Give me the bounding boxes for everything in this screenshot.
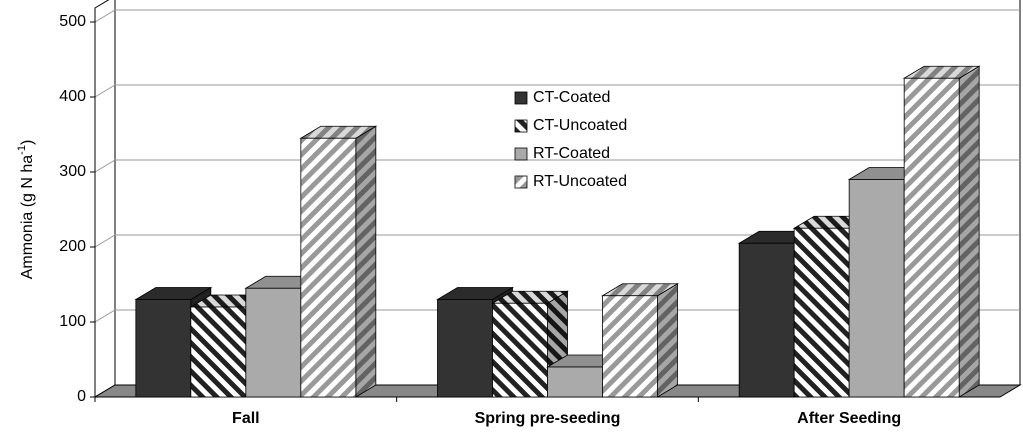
grid-line [94,84,1020,98]
legend-swatch [514,91,528,105]
bar [190,306,247,398]
legend-swatch [514,147,528,161]
grid-line [94,9,1020,23]
y-tick-label: 400 [59,88,86,105]
bar [848,179,905,398]
bar-top-shade [602,283,678,296]
bar [793,227,850,398]
grid-line [94,159,1020,173]
legend-swatch [514,175,528,189]
legend-label: RT-Uncoated [533,173,627,190]
side-wall [94,0,116,398]
legend-label: CT-Uncoated [533,117,627,134]
bar-top-shade [904,66,980,79]
x-tick-label: After Seeding [797,410,901,427]
bar-top-shade [492,291,568,304]
grid-line [94,234,1020,248]
bar-top-shade [437,287,513,300]
bar [602,295,658,398]
y-tick-label: 200 [59,238,86,255]
y-tick-label: 0 [77,388,86,405]
legend-label: RT-Coated [533,145,610,162]
bar [300,137,357,398]
y-tick-label: 500 [59,13,86,30]
y-axis-label-part: ) [19,140,36,145]
x-tick-label: Fall [232,410,260,427]
x-tick-label: Spring pre-seeding [475,410,621,427]
bar [492,302,548,398]
y-axis-label-part: Ammonia (g N ha [19,155,36,280]
y-tick-label: 100 [59,313,86,330]
legend-label: CT-Coated [533,89,610,106]
y-axis-label-part: -1 [16,145,28,155]
grid-line [94,309,1020,323]
y-tick-label: 300 [59,163,86,180]
y-axis-label: Ammonia (g N ha-1) [16,140,36,280]
bar [135,299,192,398]
bar-side-shade [657,283,678,397]
bar [903,77,960,398]
bar-top-shade [135,287,211,300]
bar-side-shade [959,66,980,397]
legend-swatch [514,119,528,133]
bar [245,287,302,398]
bar-top-shade [300,126,376,139]
bar-side-shade [355,126,376,397]
bar [738,242,795,398]
bar [437,299,493,398]
bar [547,366,603,398]
